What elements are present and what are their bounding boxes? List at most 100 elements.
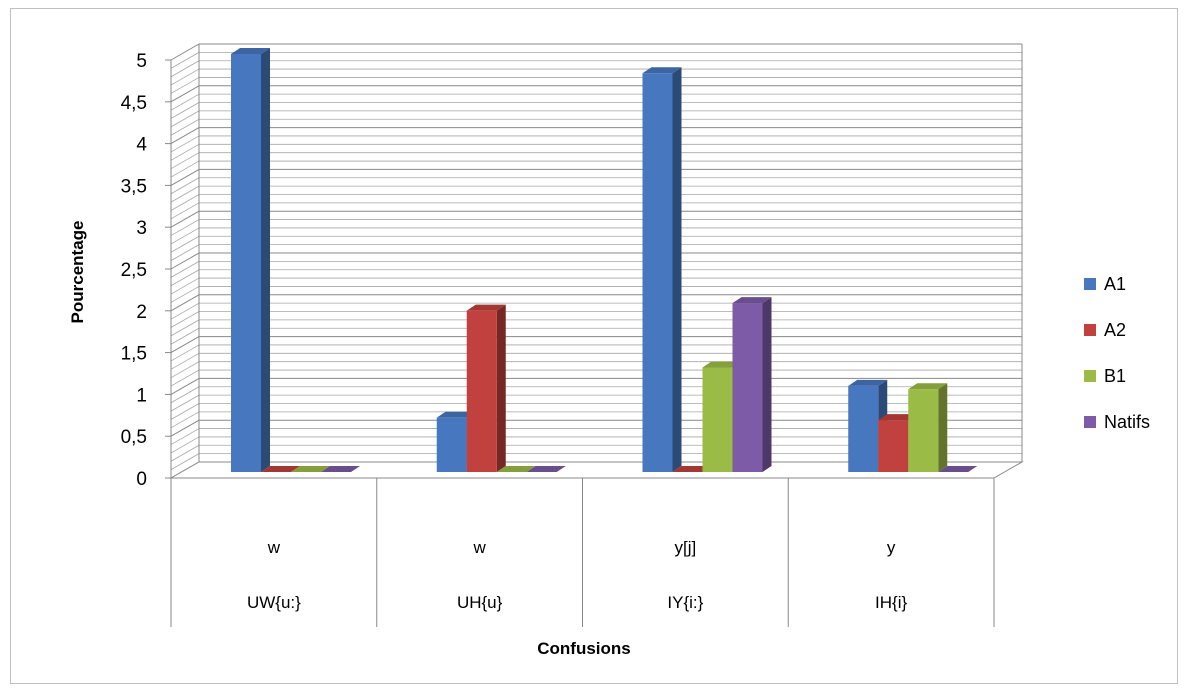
bar-front xyxy=(702,367,733,472)
bar-top xyxy=(642,67,682,74)
gridline-side xyxy=(170,168,200,186)
legend-label: A2 xyxy=(1104,320,1126,340)
bar-top xyxy=(938,466,978,472)
y-tick-label: 2,5 xyxy=(121,260,147,281)
legend: A1 A2 B1 Natifs xyxy=(1084,274,1150,432)
gridline-side xyxy=(170,436,200,454)
legend-swatch xyxy=(1084,324,1096,336)
x-axis-title: Confusions xyxy=(537,639,631,658)
gridline-side xyxy=(170,394,200,412)
bar-top xyxy=(878,414,918,421)
y-tick-label: 4,5 xyxy=(121,93,147,114)
y-tick-label: 4 xyxy=(136,135,147,156)
bar-side xyxy=(762,297,772,472)
x-sub-label: y xyxy=(887,538,896,557)
gridline-side xyxy=(170,77,200,94)
legend-swatch xyxy=(1084,370,1096,382)
gridline-side xyxy=(170,336,200,354)
gridline-side xyxy=(170,327,200,345)
bar-top xyxy=(321,466,360,472)
chart-floor xyxy=(169,461,1024,479)
y-tick-label: 1,5 xyxy=(121,344,147,365)
gridline-side xyxy=(170,135,200,153)
bar-a2-1 xyxy=(261,466,300,472)
gridlines xyxy=(170,43,1022,479)
bar-natifs-2 xyxy=(526,466,566,472)
x-sub-label: y[j] xyxy=(675,538,697,557)
x-sub-label: w xyxy=(267,538,281,557)
y-tick-label: 0 xyxy=(136,469,147,490)
bar-front xyxy=(908,389,939,472)
legend-item-natifs: Natifs xyxy=(1084,412,1150,432)
bar-a2-2 xyxy=(466,304,506,472)
gridline-side xyxy=(170,286,200,303)
gridline-side xyxy=(170,444,200,462)
bar-front xyxy=(466,310,497,472)
bar-side xyxy=(496,304,506,472)
gridline-side xyxy=(170,419,200,437)
gridline-side xyxy=(170,277,200,295)
bar-front xyxy=(878,420,909,472)
bar-natifs-4 xyxy=(938,466,978,472)
y-tick-labels: 0 0,5 1 1,5 2 2,5 3 3,5 4 4,5 5 xyxy=(121,51,148,490)
bar-top xyxy=(732,297,772,304)
y-tick-label: 1 xyxy=(136,385,147,406)
x-sub-label: w xyxy=(472,538,486,557)
gridline-side xyxy=(170,411,200,429)
legend-item-a2: A2 xyxy=(1084,320,1126,340)
x-category-labels: w UW{u:} w UH{u} y[j] IY{i:} y IH{i} xyxy=(170,478,995,627)
gridline-side xyxy=(170,110,200,128)
bars xyxy=(231,48,978,472)
gridline-side xyxy=(170,294,200,312)
gridline-side xyxy=(170,235,200,253)
y-tick-label: 5 xyxy=(136,51,147,72)
legend-label: A1 xyxy=(1104,274,1126,294)
gridline-side xyxy=(170,127,200,145)
bar-front xyxy=(436,417,467,472)
gridline-side xyxy=(170,453,200,470)
bar-front xyxy=(732,303,763,472)
gridline-side xyxy=(170,261,200,278)
legend-swatch xyxy=(1084,416,1096,428)
bar-top xyxy=(291,466,330,472)
gridline-side xyxy=(170,185,200,203)
y-tick-label: 0,5 xyxy=(121,427,147,448)
gridline-side xyxy=(170,118,200,136)
legend-label: Natifs xyxy=(1104,412,1150,432)
x-category-label: UH{u} xyxy=(457,593,503,612)
bar-side xyxy=(261,48,270,472)
bar-b1-2 xyxy=(496,466,536,472)
gridline-side xyxy=(170,344,200,362)
legend-item-a1: A1 xyxy=(1084,274,1126,294)
gridline-side xyxy=(170,319,200,337)
bar-top xyxy=(436,411,476,418)
gridline-side xyxy=(170,428,200,445)
gridline-side xyxy=(170,85,200,103)
bar-top xyxy=(672,466,712,472)
bar-front xyxy=(231,54,261,472)
gridline-side xyxy=(170,152,200,170)
bar-natifs-3 xyxy=(732,297,772,472)
y-tick-label: 2 xyxy=(136,302,147,323)
gridline-side xyxy=(170,52,200,69)
gridline-side xyxy=(170,177,200,195)
gridline-side xyxy=(170,369,200,387)
gridline-side xyxy=(170,143,200,161)
gridline-side xyxy=(170,227,200,245)
gridline-side xyxy=(170,386,200,404)
gridline-side xyxy=(170,311,200,328)
legend-label: B1 xyxy=(1104,366,1126,386)
x-category-label: UW{u:} xyxy=(247,593,301,612)
y-axis-title: Pourcentage xyxy=(68,221,87,324)
bar-front xyxy=(848,385,879,472)
legend-swatch xyxy=(1084,278,1096,290)
bar-top xyxy=(526,466,566,472)
gridline-side xyxy=(170,403,200,420)
gridline-side xyxy=(170,68,200,86)
axes xyxy=(165,44,1024,479)
bar-top xyxy=(261,466,300,472)
gridline-side xyxy=(170,219,200,236)
gridline-side xyxy=(170,43,200,61)
